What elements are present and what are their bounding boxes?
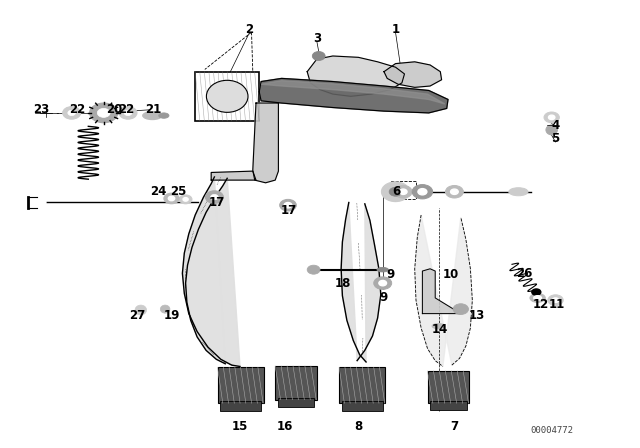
Bar [339,367,385,403]
Circle shape [548,115,555,120]
Circle shape [418,189,427,195]
Circle shape [119,107,137,119]
Text: 11: 11 [548,298,565,311]
Circle shape [307,265,320,274]
Text: 1: 1 [392,22,399,36]
Circle shape [312,52,325,60]
Text: 13: 13 [468,309,485,323]
Text: 27: 27 [129,309,146,323]
Text: 23: 23 [33,103,50,116]
Circle shape [552,298,559,302]
Circle shape [28,196,46,209]
Polygon shape [253,103,278,183]
Ellipse shape [432,323,445,329]
Ellipse shape [534,296,541,300]
Text: 00004772: 00004772 [530,426,573,435]
Ellipse shape [159,113,169,118]
Text: 16: 16 [276,420,293,433]
Text: 22: 22 [68,103,85,116]
Bar [342,401,383,411]
Bar [428,371,469,403]
Ellipse shape [509,188,528,196]
Polygon shape [415,215,472,366]
Circle shape [179,195,192,204]
Circle shape [97,108,110,117]
Circle shape [379,280,387,286]
Polygon shape [182,177,240,366]
Text: 24: 24 [150,185,167,198]
Circle shape [389,187,402,196]
Circle shape [394,185,412,198]
Circle shape [211,194,218,200]
Circle shape [90,103,118,123]
Ellipse shape [135,305,147,315]
Text: 22: 22 [118,103,135,116]
Ellipse shape [132,302,150,318]
Text: 6: 6 [393,185,401,198]
Ellipse shape [160,305,170,313]
Text: 4: 4 [552,119,559,132]
Text: 21: 21 [145,103,162,116]
Ellipse shape [157,302,173,316]
Ellipse shape [546,125,557,135]
Polygon shape [384,62,442,87]
Circle shape [399,189,407,194]
Circle shape [548,295,563,306]
Text: 18: 18 [334,276,351,290]
Text: 9: 9 [387,267,394,281]
Text: 3: 3 [313,31,321,45]
Circle shape [284,202,292,208]
Circle shape [164,193,179,204]
Polygon shape [307,56,404,96]
Bar [430,401,467,410]
Circle shape [451,189,458,194]
Polygon shape [422,269,461,314]
Text: 19: 19 [163,309,180,323]
Ellipse shape [143,112,162,120]
Ellipse shape [377,267,388,272]
Text: 15: 15 [232,420,248,433]
Circle shape [68,110,76,116]
Circle shape [36,106,56,120]
Polygon shape [211,171,256,180]
Circle shape [445,185,463,198]
Circle shape [453,304,468,314]
Text: 12: 12 [532,298,549,311]
Circle shape [280,199,296,211]
Bar [390,181,416,199]
Text: 8: 8 [355,420,362,433]
Text: 26: 26 [516,267,533,280]
Text: 2: 2 [246,22,253,36]
Polygon shape [259,78,448,113]
Text: 17: 17 [208,196,225,209]
Text: 25: 25 [170,185,186,198]
Text: 9: 9 [380,291,388,305]
Bar [195,72,259,121]
Text: 17: 17 [281,204,298,217]
Circle shape [124,110,132,116]
Circle shape [168,196,175,201]
Circle shape [381,182,410,202]
Text: 7: 7 [451,420,458,433]
Text: 14: 14 [432,323,449,336]
Polygon shape [341,202,381,362]
Circle shape [205,191,223,203]
Ellipse shape [530,293,545,302]
Bar [275,366,317,400]
Circle shape [412,185,433,199]
Text: 20: 20 [106,103,122,116]
Text: 5: 5 [552,132,559,146]
Bar [278,398,314,407]
Bar [220,401,261,411]
Circle shape [374,277,392,289]
Text: 10: 10 [443,267,460,281]
Bar [218,367,264,403]
Polygon shape [261,81,445,104]
Circle shape [63,107,81,119]
Circle shape [544,112,559,123]
Ellipse shape [206,80,248,112]
Circle shape [532,289,541,295]
Circle shape [183,198,188,201]
